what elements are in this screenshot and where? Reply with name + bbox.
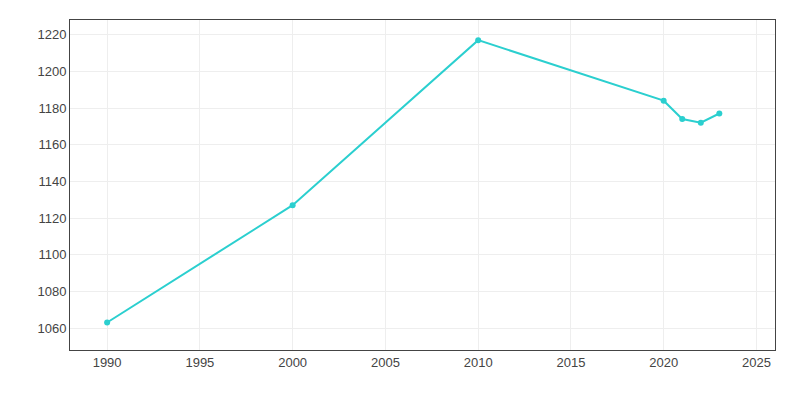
- svg-text:1060: 1060: [37, 321, 66, 336]
- svg-text:2005: 2005: [371, 355, 400, 370]
- svg-text:1140: 1140: [38, 174, 66, 189]
- svg-text:1990: 1990: [93, 355, 122, 370]
- svg-text:1100: 1100: [38, 247, 66, 262]
- svg-text:1080: 1080: [37, 284, 66, 299]
- svg-text:2025: 2025: [742, 355, 771, 370]
- svg-text:2010: 2010: [464, 355, 493, 370]
- svg-text:1200: 1200: [37, 64, 66, 79]
- svg-text:1220: 1220: [37, 27, 66, 42]
- svg-text:2015: 2015: [556, 355, 585, 370]
- svg-text:1160: 1160: [38, 137, 66, 152]
- svg-text:1995: 1995: [185, 355, 214, 370]
- svg-text:2000: 2000: [278, 355, 307, 370]
- svg-text:2020: 2020: [649, 355, 678, 370]
- svg-text:1180: 1180: [38, 101, 66, 116]
- svg-text:1120: 1120: [38, 211, 66, 226]
